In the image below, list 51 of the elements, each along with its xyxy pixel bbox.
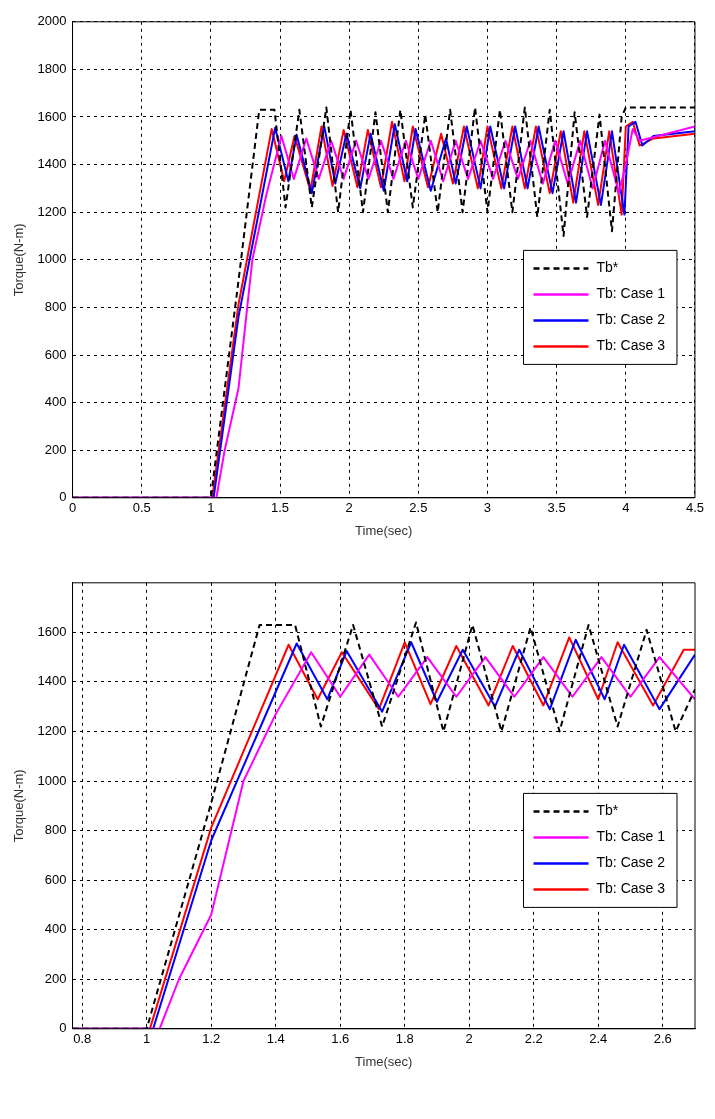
y-tick-label: 200 [44, 441, 67, 457]
y-tick-label: 1200 [37, 723, 67, 739]
y-tick-label: 600 [44, 346, 67, 362]
y-tick-label: 400 [44, 394, 67, 410]
x-tick-label: 0.5 [132, 500, 151, 516]
x-tick-label: 2.4 [589, 1031, 608, 1047]
legend-label: Tb: Case 2 [596, 311, 666, 328]
legend-label: Tb: Case 2 [596, 854, 666, 871]
y-tick-label: 1400 [37, 673, 67, 689]
x-tick-label: 2 [345, 500, 353, 516]
y-tick-label: 1400 [37, 156, 67, 172]
y-axis-title: Torque(N-m) [11, 769, 27, 843]
y-tick-label: 400 [44, 921, 67, 937]
y-tick-label: 1600 [37, 623, 67, 639]
y-tick-label: 0 [59, 489, 67, 505]
x-tick-label: 0.8 [73, 1031, 92, 1047]
x-tick-label: 1.8 [395, 1031, 414, 1047]
x-tick-label: 1 [207, 500, 215, 516]
x-tick-label: 2 [465, 1031, 473, 1047]
y-tick-label: 2000 [37, 13, 67, 29]
y-axis-title: Torque(N-m) [11, 223, 27, 297]
x-tick-label: 1.2 [202, 1031, 221, 1047]
y-tick-label: 1600 [37, 108, 67, 124]
x-tick-label: 1.6 [331, 1031, 350, 1047]
legend-label: Tb* [596, 802, 619, 819]
y-tick-label: 1200 [37, 203, 67, 219]
legend-label: Tb: Case 3 [596, 337, 666, 354]
legend-label: Tb: Case 1 [596, 285, 666, 302]
x-tick-label: 4.5 [685, 500, 704, 516]
y-tick-label: 1800 [37, 60, 67, 76]
x-tick-label: 2.6 [653, 1031, 672, 1047]
x-tick-label: 1.5 [270, 500, 290, 516]
legend-label: Tb: Case 1 [596, 828, 666, 845]
y-tick-label: 0 [59, 1020, 67, 1036]
y-tick-label: 800 [44, 298, 67, 314]
x-tick-label: 2.2 [524, 1031, 543, 1047]
x-axis-title: Time(sec) [355, 522, 413, 538]
x-tick-label: 3.5 [547, 500, 566, 516]
legend-label: Tb* [596, 259, 619, 276]
x-tick-label: 2.5 [409, 500, 428, 516]
y-tick-label: 1000 [37, 251, 67, 267]
x-tick-label: 3 [483, 500, 492, 516]
y-tick-label: 200 [44, 970, 67, 986]
x-tick-label: 1 [143, 1031, 151, 1047]
x-tick-label: 1.4 [266, 1031, 285, 1047]
y-tick-label: 800 [44, 822, 67, 838]
y-tick-label: 1000 [37, 772, 67, 788]
y-tick-label: 600 [44, 871, 67, 887]
legend-label: Tb: Case 3 [596, 880, 666, 897]
x-tick-label: 4 [622, 500, 630, 516]
x-axis-title: Time(sec) [355, 1053, 413, 1069]
